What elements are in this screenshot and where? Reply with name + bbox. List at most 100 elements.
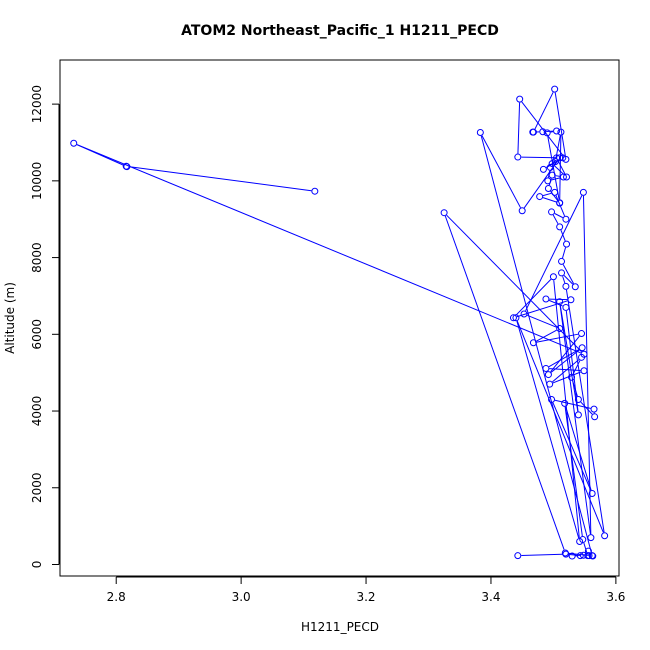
data-point <box>520 310 528 318</box>
series-segment <box>568 552 589 556</box>
series-segment <box>542 192 552 197</box>
data-point <box>70 139 78 147</box>
data-point <box>546 163 554 171</box>
x-tick-label: 3.6 <box>606 590 625 604</box>
x-tick-label: 3.0 <box>232 590 251 604</box>
data-point <box>571 283 579 291</box>
series-segment <box>76 144 581 354</box>
data-point <box>539 165 547 173</box>
series-segment <box>536 333 579 343</box>
y-tick-label: 6000 <box>30 319 44 350</box>
data-point <box>551 188 559 196</box>
data-point <box>556 325 564 333</box>
data-point <box>584 552 592 560</box>
data-point <box>579 188 587 196</box>
data-point <box>518 207 526 215</box>
data-point <box>544 185 552 193</box>
series-segment <box>517 102 521 154</box>
series-segment <box>563 275 574 285</box>
data-point <box>587 534 595 542</box>
series-segment <box>565 310 579 412</box>
series-segment <box>580 401 593 415</box>
data-point <box>562 155 570 163</box>
series-segment <box>562 247 567 259</box>
data-point <box>548 208 556 216</box>
y-axis-label: Altitude (m) <box>3 282 17 354</box>
data-point <box>558 257 566 265</box>
data-point <box>567 296 575 304</box>
data-point <box>514 552 522 560</box>
series-segment <box>565 289 605 533</box>
data-point <box>543 129 551 137</box>
data-point <box>568 373 576 381</box>
series-segment <box>549 368 581 372</box>
series-segment <box>527 314 557 328</box>
series-segment <box>554 165 565 175</box>
series-segment <box>516 321 580 539</box>
series-segment <box>521 156 557 159</box>
series-segment <box>552 214 559 225</box>
series-segment <box>569 554 577 556</box>
plot-area <box>59 59 620 577</box>
series-segment <box>521 553 563 557</box>
data-point <box>536 193 544 201</box>
series-segment <box>562 264 575 284</box>
data-point <box>542 295 550 303</box>
data-point <box>568 552 576 560</box>
data-point <box>562 215 570 223</box>
data-point <box>563 240 571 248</box>
series-segment <box>129 166 312 192</box>
data-point <box>553 127 561 135</box>
data-point <box>509 314 517 322</box>
series-layer <box>70 85 609 560</box>
data-point <box>311 187 319 195</box>
data-point <box>580 367 588 375</box>
data-point <box>562 282 570 290</box>
data-point <box>561 399 569 407</box>
data-point <box>551 85 559 93</box>
data-point <box>562 303 570 311</box>
data-point <box>516 95 524 103</box>
data-point <box>556 154 564 162</box>
plot-frame <box>59 59 620 577</box>
chart-title: ATOM2 Northeast_Pacific_1 H1211_PECD <box>181 23 499 39</box>
series-segment <box>552 371 581 384</box>
series-segment <box>515 278 552 316</box>
series-segment <box>542 197 557 203</box>
data-point <box>529 128 537 136</box>
series-segment <box>565 406 592 491</box>
data-point <box>542 364 550 372</box>
data-point <box>584 547 592 555</box>
data-point <box>576 537 584 545</box>
data-point <box>539 128 547 136</box>
series-segment <box>553 280 580 539</box>
series-segment <box>516 300 568 318</box>
series-segment <box>444 215 565 550</box>
series-segment <box>481 135 521 208</box>
series-segment <box>516 320 604 533</box>
data-point <box>476 129 484 137</box>
series-segment <box>557 160 566 175</box>
series-segment <box>550 349 580 373</box>
data-point <box>514 153 522 161</box>
series-segment <box>548 349 580 368</box>
series-segment <box>525 195 583 312</box>
series-segment <box>559 305 579 412</box>
data-point <box>561 549 569 557</box>
data-point <box>529 339 537 347</box>
series-segment <box>552 359 580 383</box>
data-point <box>588 490 596 498</box>
series-segment <box>583 542 588 553</box>
data-point <box>546 380 554 388</box>
x-tick-label: 2.8 <box>107 590 126 604</box>
data-point <box>563 173 571 181</box>
series-segment <box>572 360 581 375</box>
data-point <box>551 158 559 166</box>
data-point <box>578 330 586 338</box>
series-segment <box>550 131 554 133</box>
data-point <box>588 552 596 560</box>
data-point <box>557 128 565 136</box>
y-axis: 0 2000 4000 6000 8000 10000 12000 <box>30 85 60 568</box>
